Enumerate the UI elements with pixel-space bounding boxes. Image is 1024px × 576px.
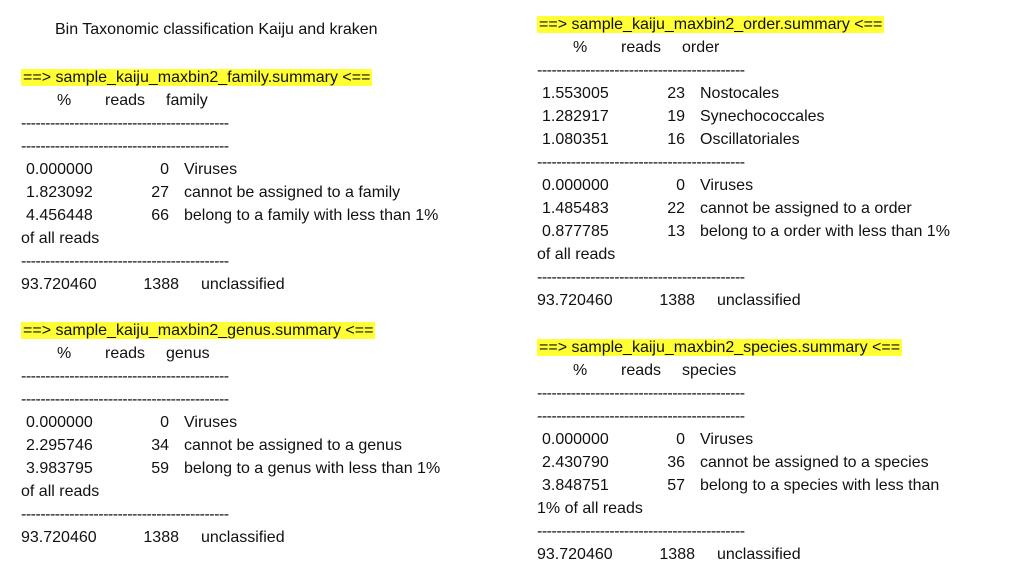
order-summary-header: ==> sample_kaiju_maxbin2_order.summary <… [537, 16, 885, 33]
separator: ----------------------------------------… [21, 506, 229, 523]
col-rank: genus [166, 345, 210, 362]
table-row: 2.430790 36 cannot be assigned to a spec… [542, 454, 929, 471]
table-row: 1.080351 16 Oscillatoriales [542, 131, 800, 148]
species-summary-header: ==> sample_kaiju_maxbin2_species.summary… [537, 339, 903, 356]
row-continuation: of all reads [21, 230, 100, 247]
table-row: 1.823092 27 cannot be assigned to a fami… [26, 184, 401, 201]
separator: ----------------------------------------… [537, 62, 745, 79]
col-percent: % [573, 39, 588, 56]
col-rank: order [682, 39, 720, 56]
col-rank: species [682, 362, 737, 379]
col-percent: % [57, 345, 72, 362]
separator: ----------------------------------------… [537, 154, 745, 171]
row-continuation: of all reads [21, 483, 100, 500]
unclassified-row: 93.720460 1388 unclassified [21, 529, 285, 546]
separator: ----------------------------------------… [21, 368, 229, 385]
table-row: 0.000000 0 Viruses [26, 161, 238, 178]
species-column-headers: % reads species [537, 359, 1007, 382]
col-percent: % [573, 362, 588, 379]
genus-summary: ==> sample_kaiju_maxbin2_genus.summary <… [21, 319, 491, 549]
family-summary-header: ==> sample_kaiju_maxbin2_family.summary … [21, 69, 373, 86]
separator: ----------------------------------------… [21, 253, 229, 270]
table-row: 1.282917 19 Synechococcales [542, 108, 825, 125]
unclassified-row: 93.720460 1388 unclassified [537, 546, 801, 563]
table-row: 3.983795 59 belong to a genus with less … [26, 460, 441, 477]
order-summary: ==> sample_kaiju_maxbin2_order.summary <… [537, 13, 1007, 312]
genus-column-headers: % reads genus [21, 342, 491, 365]
table-row: 2.295746 34 cannot be assigned to a genu… [26, 437, 402, 454]
table-row: 4.456448 66 belong to a family with less… [26, 207, 439, 224]
col-percent: % [57, 92, 72, 109]
table-row: 3.848751 57 belong to a species with les… [542, 477, 940, 494]
family-column-headers: % reads family [21, 89, 491, 112]
genus-summary-header: ==> sample_kaiju_maxbin2_genus.summary <… [21, 322, 376, 339]
family-summary: ==> sample_kaiju_maxbin2_family.summary … [21, 66, 491, 296]
row-continuation: of all reads [537, 246, 616, 263]
table-row: 0.877785 13 belong to a order with less … [542, 223, 950, 240]
col-reads: reads [621, 39, 662, 56]
col-reads: reads [105, 92, 146, 109]
col-reads: reads [621, 362, 662, 379]
col-rank: family [166, 92, 208, 109]
separator: ----------------------------------------… [537, 269, 745, 286]
unclassified-row: 93.720460 1388 unclassified [21, 276, 285, 293]
separator: ----------------------------------------… [21, 115, 229, 132]
table-row: 0.000000 0 Viruses [26, 414, 238, 431]
separator: ----------------------------------------… [21, 138, 229, 155]
page-title: Bin Taxonomic classification Kaiju and k… [55, 21, 378, 38]
separator: ----------------------------------------… [537, 523, 745, 540]
col-reads: reads [105, 345, 146, 362]
species-summary: ==> sample_kaiju_maxbin2_species.summary… [537, 336, 1007, 566]
order-column-headers: % reads order [537, 36, 1007, 59]
separator: ----------------------------------------… [537, 408, 745, 425]
table-row: 0.000000 0 Viruses [542, 431, 754, 448]
separator: ----------------------------------------… [21, 391, 229, 408]
row-continuation: 1% of all reads [537, 500, 643, 517]
table-row: 1.553005 23 Nostocales [542, 85, 780, 102]
separator: ----------------------------------------… [537, 385, 745, 402]
table-row: 1.485483 22 cannot be assigned to a orde… [542, 200, 912, 217]
table-row: 0.000000 0 Viruses [542, 177, 754, 194]
unclassified-row: 93.720460 1388 unclassified [537, 292, 801, 309]
